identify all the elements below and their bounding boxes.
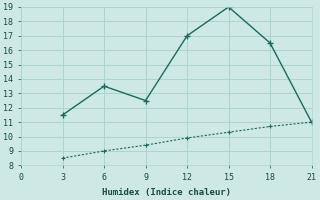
X-axis label: Humidex (Indice chaleur): Humidex (Indice chaleur) — [102, 188, 231, 197]
